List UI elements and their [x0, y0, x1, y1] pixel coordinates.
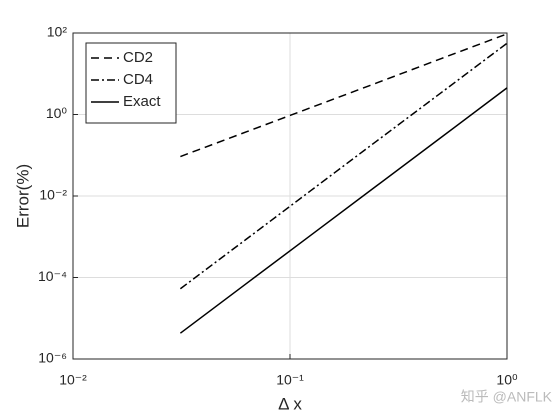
y-axis-label: Error(%) [13, 164, 32, 228]
axes-box [72, 32, 508, 360]
y-tick-label: 10² [47, 24, 68, 40]
legend-box [85, 42, 177, 124]
x-tick-label: 10⁻² [59, 372, 87, 388]
legend-label: Exact [123, 93, 161, 110]
x-axis-label: Δ x [278, 394, 302, 413]
x-tick-label: 10⁻¹ [276, 372, 304, 388]
legend-label: CD4 [123, 71, 153, 88]
y-tick-label: 10⁻⁴ [38, 268, 67, 284]
y-tick-label: 10⁰ [46, 105, 68, 121]
y-tick-label: 10⁻² [39, 187, 67, 203]
y-tick-label: 10⁻⁶ [38, 350, 67, 366]
series-line [179, 87, 508, 334]
legend-label: CD2 [123, 49, 153, 66]
watermark: 知乎 @ANFLK [461, 389, 553, 405]
series-line [180, 33, 508, 158]
x-tick-label: 10⁰ [496, 372, 518, 388]
series-line [179, 42, 508, 290]
